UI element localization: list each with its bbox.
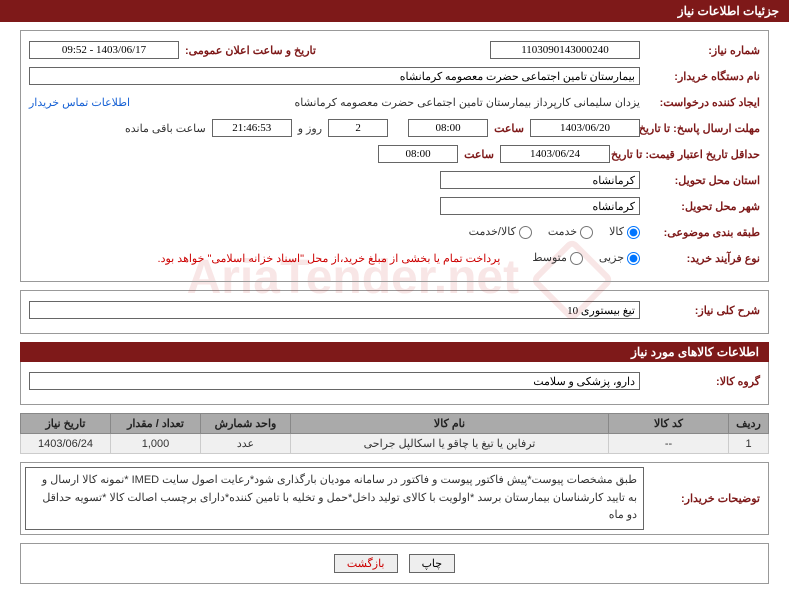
need-no-input[interactable] (490, 41, 640, 59)
need-no-label: شماره نیاز: (640, 44, 760, 57)
cat-both-radio[interactable] (519, 226, 532, 239)
contact-link[interactable]: اطلاعات تماس خریدار (29, 96, 130, 109)
items-table: ردیف کد کالا نام کالا واحد شمارش تعداد /… (20, 413, 769, 454)
desc-panel: توضیحات خریدار: طبق مشخصات پیوست*پیش فاک… (20, 462, 769, 535)
cell-code: -- (609, 434, 729, 454)
category-label: طبقه بندی موضوعی: (640, 226, 760, 239)
time-label-1: ساعت (488, 122, 530, 135)
cat-service-option[interactable]: خدمت (548, 225, 593, 239)
th-qty: تعداد / مقدار (111, 414, 201, 434)
proc-medium-radio[interactable] (570, 252, 583, 265)
panel-title: جزئیات اطلاعات نیاز (0, 0, 789, 22)
cat-goods-option[interactable]: کالا (609, 225, 640, 239)
requester-text: یزدان سلیمانی کارپرداز بیمارستان تامین ا… (130, 96, 640, 109)
city-label: شهر محل تحویل: (640, 200, 760, 213)
table-header-row: ردیف کد کالا نام کالا واحد شمارش تعداد /… (21, 414, 769, 434)
province-input[interactable] (440, 171, 640, 189)
validity-time-input[interactable] (378, 145, 458, 163)
days-remain-input (328, 119, 388, 137)
th-code: کد کالا (609, 414, 729, 434)
requester-label: ایجاد کننده درخواست: (640, 96, 760, 109)
announce-label: تاریخ و ساعت اعلان عمومی: (179, 44, 316, 57)
province-label: استان محل تحویل: (640, 174, 760, 187)
cat-both-option[interactable]: کالا/خدمت (469, 225, 532, 239)
cell-unit: عدد (201, 434, 291, 454)
main-form: شماره نیاز: تاریخ و ساعت اعلان عمومی: نا… (20, 30, 769, 282)
items-header: اطلاعات کالاهای مورد نیاز (20, 342, 769, 362)
validity-label: حداقل تاریخ اعتبار قیمت: تا تاریخ: (610, 148, 760, 161)
deadline-label: مهلت ارسال پاسخ: تا تاریخ: (640, 122, 760, 135)
cat-service-radio[interactable] (580, 226, 593, 239)
desc-text: طبق مشخصات پیوست*پیش فاکتور پیوست و فاکت… (25, 467, 644, 530)
summary-label: شرح کلی نیاز: (640, 304, 760, 317)
group-input[interactable] (29, 372, 640, 390)
validity-date-input[interactable] (500, 145, 610, 163)
group-panel: گروه کالا: (20, 362, 769, 405)
cell-row: 1 (729, 434, 769, 454)
summary-input[interactable] (29, 301, 640, 319)
desc-label: توضیحات خریدار: (648, 463, 768, 534)
remain-text: ساعت باقی مانده (119, 122, 212, 135)
proc-minor-option[interactable]: جزیی (599, 251, 640, 265)
deadline-time-input[interactable] (408, 119, 488, 137)
cat-goods-radio[interactable] (627, 226, 640, 239)
cell-name: ترفاین یا تیغ یا چاقو یا اسکالپل جراحی (291, 434, 609, 454)
cell-date: 1403/06/24 (21, 434, 111, 454)
buyer-org-label: نام دستگاه خریدار: (640, 70, 760, 83)
time-remain-input (212, 119, 292, 137)
th-row: ردیف (729, 414, 769, 434)
city-input[interactable] (440, 197, 640, 215)
print-button[interactable]: چاپ (409, 554, 456, 573)
button-row: چاپ بازگشت (20, 543, 769, 584)
table-row: 1 -- ترفاین یا تیغ یا چاقو یا اسکالپل جر… (21, 434, 769, 454)
th-date: تاریخ نیاز (21, 414, 111, 434)
time-label-2: ساعت (458, 148, 500, 161)
th-name: نام کالا (291, 414, 609, 434)
cell-qty: 1,000 (111, 434, 201, 454)
summary-panel: شرح کلی نیاز: (20, 290, 769, 334)
deadline-date-input[interactable] (530, 119, 640, 137)
process-note: پرداخت تمام یا بخشی از مبلغ خرید،از محل … (158, 252, 501, 265)
days-text: روز و (292, 122, 328, 135)
process-label: نوع فرآیند خرید: (640, 252, 760, 265)
buyer-org-input[interactable] (29, 67, 640, 85)
announce-input[interactable] (29, 41, 179, 59)
group-label: گروه کالا: (640, 375, 760, 388)
back-button[interactable]: بازگشت (334, 554, 398, 573)
proc-minor-radio[interactable] (627, 252, 640, 265)
proc-medium-option[interactable]: متوسط (532, 251, 583, 265)
th-unit: واحد شمارش (201, 414, 291, 434)
